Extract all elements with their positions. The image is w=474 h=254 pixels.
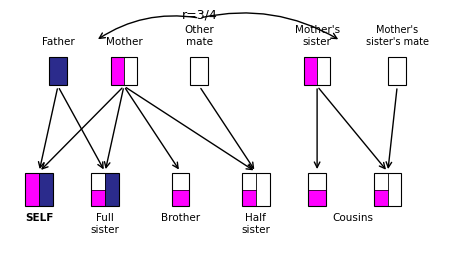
Text: r=3/4: r=3/4: [182, 9, 217, 22]
Bar: [317, 58, 330, 86]
Text: Full
sister: Full sister: [91, 212, 119, 234]
Bar: [111, 58, 137, 86]
Bar: [242, 173, 256, 190]
Bar: [388, 173, 401, 206]
Text: Cousins: Cousins: [332, 212, 373, 223]
Bar: [191, 58, 208, 86]
Bar: [374, 173, 401, 206]
Bar: [49, 58, 67, 86]
Bar: [256, 173, 270, 206]
Bar: [308, 173, 326, 190]
Bar: [374, 173, 388, 190]
Bar: [242, 190, 256, 206]
Text: Mother's
sister: Mother's sister: [294, 25, 340, 46]
Text: SELF: SELF: [25, 212, 53, 223]
Bar: [26, 173, 39, 206]
Bar: [172, 173, 190, 206]
Bar: [91, 173, 105, 190]
Bar: [124, 58, 137, 86]
Bar: [172, 190, 190, 206]
Bar: [242, 173, 270, 206]
Bar: [308, 173, 326, 206]
Text: Other
mate: Other mate: [184, 25, 214, 46]
Bar: [26, 173, 53, 206]
Bar: [304, 58, 330, 86]
Bar: [388, 58, 406, 86]
Text: Mother: Mother: [106, 37, 142, 46]
Bar: [105, 173, 118, 206]
Text: Brother: Brother: [161, 212, 200, 223]
Bar: [374, 190, 388, 206]
Bar: [91, 190, 105, 206]
Bar: [304, 58, 317, 86]
Text: Father: Father: [42, 37, 74, 46]
Bar: [91, 173, 118, 206]
Text: Mother's
sister's mate: Mother's sister's mate: [366, 25, 428, 46]
Bar: [39, 173, 53, 206]
Bar: [308, 190, 326, 206]
Bar: [111, 58, 124, 86]
Text: Half
sister: Half sister: [241, 212, 270, 234]
Bar: [172, 173, 190, 190]
